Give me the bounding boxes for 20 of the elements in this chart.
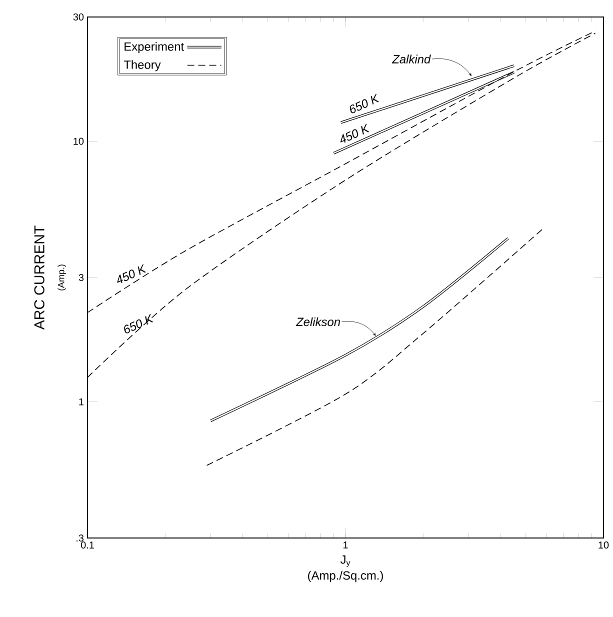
x-axis-title: J$_{y}$ (340, 555, 350, 568)
x-tick-label: 1 (343, 542, 348, 548)
annotation: Zelikson (296, 317, 340, 326)
x-tick-label: 10 (598, 542, 609, 549)
y-tick-label: 1 (79, 398, 84, 406)
annotation: 650 K (124, 314, 154, 334)
y-tick-label: 3 (78, 274, 84, 282)
y-tick-label: 10 (74, 138, 84, 145)
y-axis-title: ARC CURRENT (34, 226, 44, 330)
legend-label: Experiment (124, 42, 184, 54)
legend-label: Theory (124, 60, 161, 72)
text: (Amp.) (58, 264, 66, 290)
annotation: 450 K (117, 264, 146, 284)
annotation: Zalkind (392, 54, 431, 64)
y-tick-label: 30 (73, 13, 84, 21)
x-tick-label: 0.1 (80, 542, 94, 549)
annotation: 650 K (350, 94, 380, 114)
annotation: 450 K (340, 124, 370, 143)
text: (Amp./Sq.cm.) (308, 570, 383, 582)
y-tick-label: .3 (76, 534, 84, 542)
